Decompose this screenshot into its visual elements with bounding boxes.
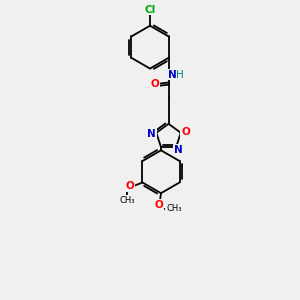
- Text: O: O: [150, 79, 159, 88]
- Text: CH₃: CH₃: [119, 196, 134, 205]
- Text: O: O: [154, 200, 163, 210]
- Text: N: N: [147, 129, 156, 139]
- Text: H: H: [176, 70, 184, 80]
- Text: CH₃: CH₃: [166, 204, 182, 213]
- Text: N: N: [168, 70, 177, 80]
- Text: O: O: [181, 127, 190, 137]
- Text: N: N: [174, 145, 183, 155]
- Text: Cl: Cl: [144, 4, 156, 15]
- Text: O: O: [125, 181, 134, 191]
